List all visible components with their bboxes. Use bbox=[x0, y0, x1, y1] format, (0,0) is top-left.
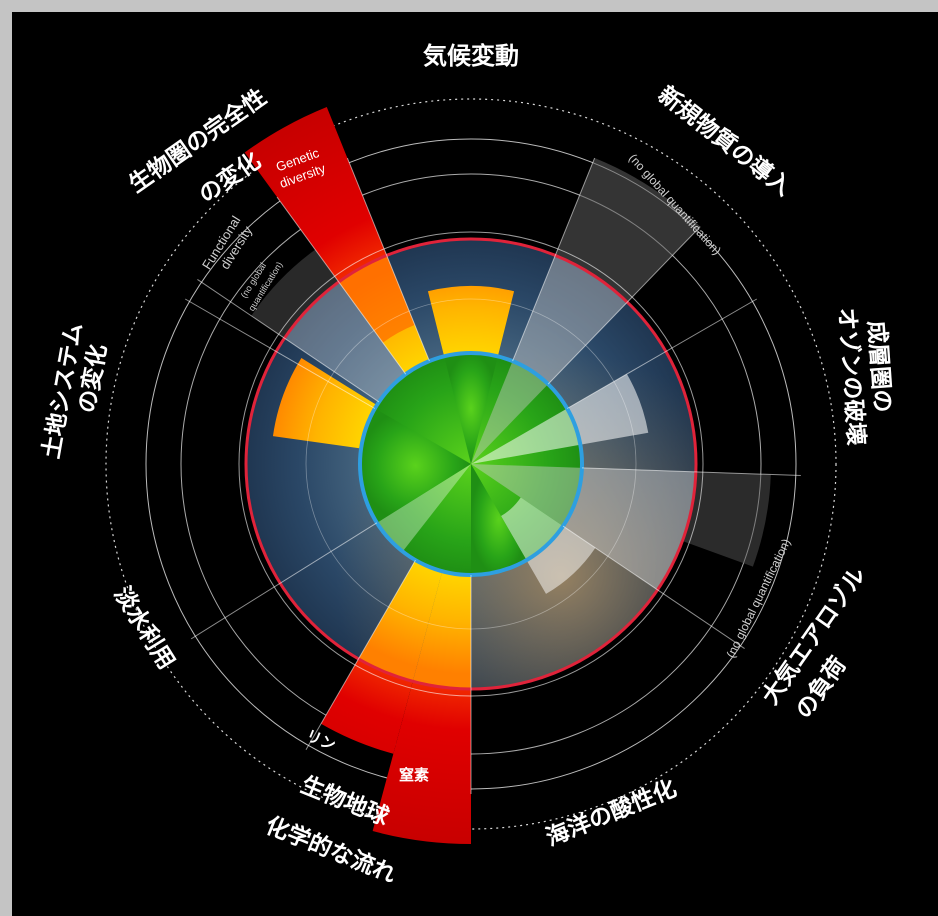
nitrogen-zone bbox=[412, 571, 471, 689]
land-safe bbox=[360, 408, 471, 523]
segment-divider bbox=[562, 525, 745, 649]
label-freshwater: 淡水利用 bbox=[109, 582, 180, 674]
freshwater-zone bbox=[376, 464, 471, 552]
segment-divider bbox=[566, 298, 758, 409]
label-biogeochemical-line1: 生物地球 bbox=[297, 771, 393, 831]
segment-divider bbox=[197, 279, 380, 403]
segment-divider bbox=[190, 522, 378, 640]
outer-dotted-ring bbox=[105, 98, 837, 830]
segment-divider bbox=[276, 196, 407, 375]
genetic-diversity-outer bbox=[338, 255, 415, 343]
label-nitrogen: 窒素 bbox=[399, 766, 429, 784]
diagram-panel: 気候変動 新規物質の導入 成層圏の オゾンの破壊 大気エアロゾル の負荷 海洋の… bbox=[12, 12, 938, 916]
segment-divider bbox=[512, 157, 596, 362]
ozone-zone bbox=[471, 374, 649, 464]
genetic-diversity-overshoot bbox=[244, 107, 387, 282]
label-ocean: 海洋の酸性化 bbox=[542, 775, 680, 852]
segment-divider bbox=[547, 226, 701, 385]
nitrogen-overshoot bbox=[372, 681, 471, 844]
label-climate: 気候変動 bbox=[423, 42, 519, 70]
phosphorus-zone bbox=[358, 560, 443, 682]
aerosols-zone bbox=[471, 464, 696, 590]
functional-diversity-zone bbox=[284, 281, 406, 402]
label-biosphere-line1: 生物圏の完全性 bbox=[124, 84, 271, 198]
segment-divider bbox=[346, 157, 430, 362]
segment-divider bbox=[581, 467, 801, 477]
planetary-boundaries-diagram: 気候変動 新規物質の導入 成層圏の オゾンの破壊 大気エアロゾル の負荷 海洋の… bbox=[38, 42, 895, 888]
label-novel-entities: 新規物質の導入 bbox=[653, 81, 796, 201]
climate-safe bbox=[444, 353, 498, 464]
land-system-zone bbox=[272, 358, 377, 449]
segment-divider bbox=[305, 559, 416, 751]
novel-entities-zone bbox=[471, 255, 628, 464]
label-biosphere-line2: の変化 bbox=[194, 147, 266, 209]
climate-zone bbox=[427, 286, 515, 357]
boundary-zones bbox=[272, 255, 696, 689]
segment-dividers bbox=[184, 157, 801, 794]
label-ozone-line1: 成層圏の bbox=[863, 320, 895, 414]
phosphorus-overshoot bbox=[321, 658, 413, 754]
ocean-safe bbox=[471, 464, 527, 575]
segment-divider bbox=[184, 298, 376, 409]
